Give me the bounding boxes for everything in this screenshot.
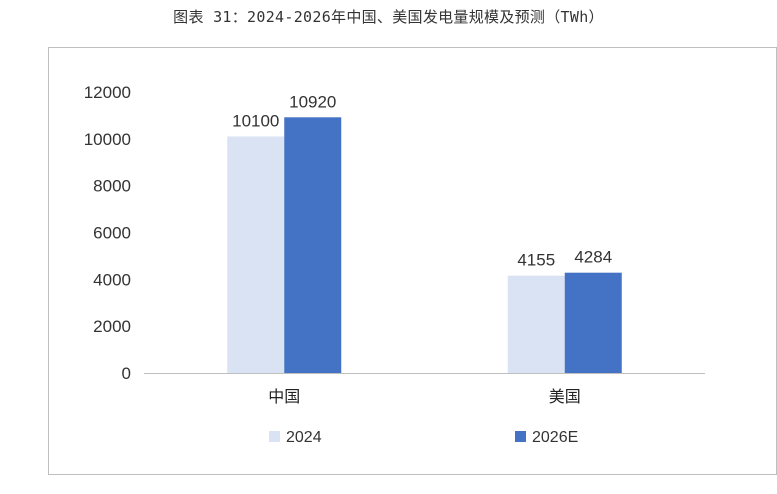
legend-label: 2026E (532, 429, 578, 446)
data-label: 4284 (574, 248, 612, 267)
y-tick-label: 4000 (93, 270, 131, 289)
y-tick-label: 10000 (84, 130, 131, 149)
bar-2026E-美国 (564, 272, 622, 373)
bar-2026E-中国 (284, 117, 342, 373)
y-tick-label: 2000 (93, 317, 131, 336)
bar-chart: 0 2000 4000 6000 8000 10000 12000 10100 10920 中国 4… (84, 83, 705, 446)
chart-frame: 0 2000 4000 6000 8000 10000 12000 10100 10920 中国 4… (48, 47, 777, 475)
x-category-label: 美国 (549, 387, 581, 406)
bar-2024-美国 (507, 275, 565, 373)
x-category-label: 中国 (268, 387, 300, 406)
legend-swatch-2026E (515, 431, 526, 442)
data-label: 10920 (289, 92, 336, 111)
y-tick-label: 8000 (93, 177, 131, 196)
y-tick-label: 0 (122, 364, 131, 383)
legend-swatch-2024 (269, 431, 280, 442)
data-label: 4155 (517, 251, 555, 270)
bar-2024-中国 (227, 136, 285, 373)
figure-title: 图表 31：2024-2026年中国、美国发电量规模及预测（TWh） (173, 8, 604, 26)
y-tick-label: 6000 (93, 224, 131, 243)
y-tick-label: 12000 (84, 83, 131, 102)
data-label: 10100 (232, 111, 279, 130)
legend-label: 2024 (286, 429, 322, 446)
